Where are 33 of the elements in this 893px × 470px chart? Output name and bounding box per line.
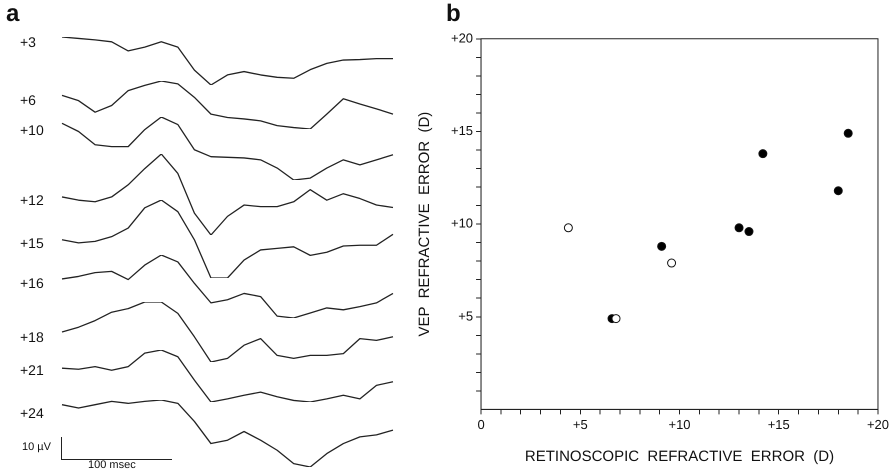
point <box>834 186 843 196</box>
text: 10 µV <box>22 441 51 453</box>
y-axis-title: +15 <box>20 235 44 251</box>
point <box>657 242 666 251</box>
y-axis-title: +3 <box>20 34 36 50</box>
y-axis-title: +21 <box>20 362 44 378</box>
y-tick-label: +20 <box>450 30 474 46</box>
annotation: 100 msec <box>88 459 136 470</box>
y-axis-title: +16 <box>20 275 44 291</box>
chart-title: a <box>6 0 20 28</box>
point <box>744 227 754 236</box>
x-axis-title: RETINOSCOPIC REFRACTIVE ERROR (D) <box>524 448 834 466</box>
x-tick-label: +15 <box>768 416 790 432</box>
chart-title: b <box>446 0 461 28</box>
y-axis-title: +10 <box>20 122 44 138</box>
y-axis-title: +24 <box>20 405 44 421</box>
y-tick-label: +10 <box>450 216 474 231</box>
y-tick-label: +5 <box>458 308 474 324</box>
y-axis-title: VEP REFRACTIVE ERROR (D) <box>416 112 434 336</box>
y-axis-title: +18 <box>20 329 44 345</box>
x-tick-label: +10 <box>668 416 691 432</box>
x-tick-label: +20 <box>866 416 890 432</box>
x-tick-label: 0 <box>477 416 485 432</box>
point <box>758 149 768 158</box>
y-axis-title: +12 <box>20 192 44 208</box>
point <box>564 223 573 232</box>
point <box>734 223 744 232</box>
point <box>612 314 621 324</box>
y-axis-title: +6 <box>20 92 36 108</box>
point <box>667 258 676 268</box>
point <box>844 128 853 138</box>
y-tick-label: +15 <box>450 123 474 138</box>
x-tick-label: +5 <box>572 416 588 432</box>
